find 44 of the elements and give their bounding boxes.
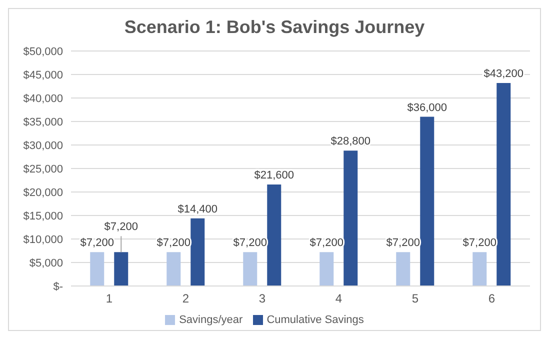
bar [267,184,282,286]
y-tick-label: $- [53,280,64,293]
data-label: $21,600 [254,169,294,182]
bar [190,218,205,286]
data-label: $7,200 [462,237,496,250]
data-label: $7,200 [233,237,267,250]
x-tick-label: 6 [488,292,496,306]
data-label: $28,800 [330,136,371,148]
bar [114,252,128,286]
data-label: $7,200 [104,221,138,234]
y-tick-label: $15,000 [23,210,63,222]
x-tick-label: 3 [258,292,266,306]
bar [166,252,181,286]
y-tick-label: $10,000 [23,234,63,246]
y-tick-label: $30,000 [23,140,63,152]
y-tick-label: $45,000 [23,69,63,82]
chart-title: Scenario 1: Bob's Savings Journey [123,17,426,39]
y-tick-label: $40,000 [23,92,63,105]
x-tick-label: 4 [335,292,342,306]
bar [396,252,410,286]
y-tick-label: $5,000 [29,257,63,270]
y-tick-label: $50,000 [23,46,63,58]
data-label: $14,400 [178,203,218,216]
bar [320,252,334,286]
bar [472,252,487,286]
x-tick-label: 5 [412,292,419,306]
legend-label: Savings/year [179,314,243,326]
data-label: $43,200 [484,68,524,80]
x-tick-label: 1 [106,292,113,306]
data-label: $7,200 [156,237,190,250]
data-label: $36,000 [407,102,448,114]
bar [496,82,511,286]
y-tick-label: $25,000 [23,163,63,176]
data-label: $7,200 [80,237,114,250]
bar [344,150,358,286]
y-tick-label: $20,000 [23,186,63,199]
y-tick-label: $35,000 [23,116,63,128]
legend-label: Cumulative Savings [266,314,364,326]
bar [243,252,258,286]
x-tick-label: 2 [182,292,190,306]
data-label: $7,200 [310,237,344,250]
bar [90,252,104,286]
data-label: $7,200 [386,237,420,250]
bar [420,116,434,286]
